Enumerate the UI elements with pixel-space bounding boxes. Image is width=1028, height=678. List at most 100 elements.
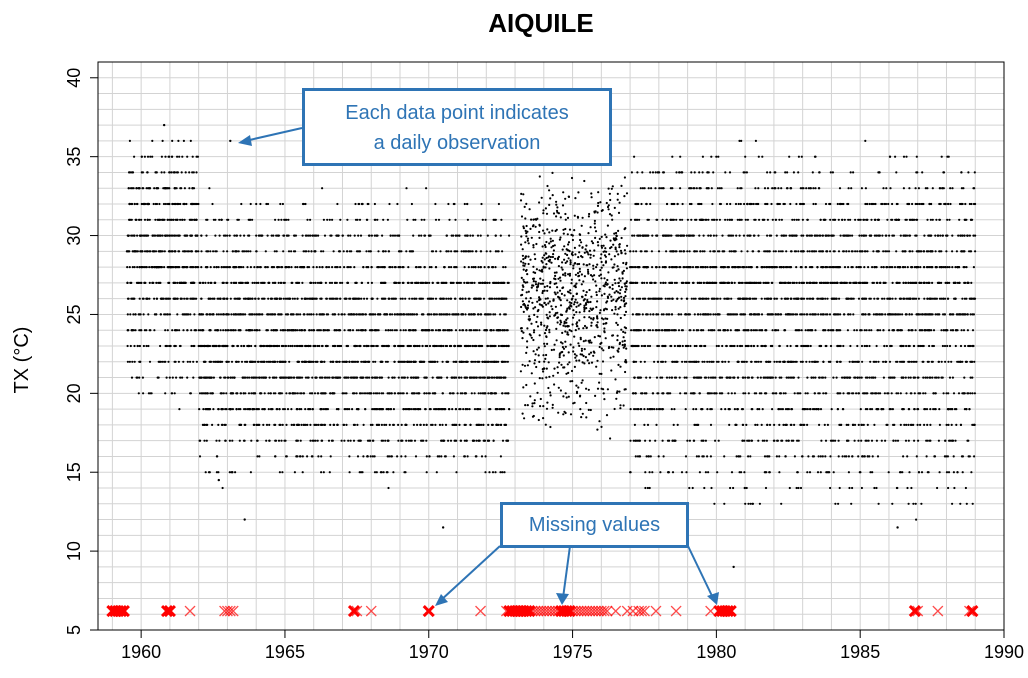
observation-point — [298, 408, 301, 411]
observation-point — [284, 218, 287, 221]
observation-point — [227, 376, 230, 379]
observation-point — [565, 396, 568, 399]
observation-point — [585, 401, 588, 405]
observation-point — [585, 387, 588, 390]
observation-point — [522, 310, 525, 313]
observation-point — [526, 340, 529, 343]
observation-point — [238, 266, 241, 269]
observation-point — [620, 236, 623, 240]
observation-point — [420, 297, 423, 300]
observation-point — [613, 312, 616, 315]
observation-point — [211, 392, 214, 395]
observation-point — [530, 286, 533, 289]
observation-point — [257, 423, 260, 426]
observation-point — [499, 455, 502, 458]
observation-point — [343, 439, 346, 442]
observation-point — [617, 285, 621, 288]
observation-point — [561, 261, 564, 264]
observation-point — [477, 439, 480, 442]
observation-point — [753, 234, 756, 237]
observation-point — [579, 394, 582, 397]
observation-point — [728, 171, 732, 174]
observation-point — [310, 250, 313, 253]
observation-point — [157, 250, 160, 253]
observation-point — [428, 329, 431, 332]
observation-point — [243, 408, 246, 411]
observation-point — [502, 344, 505, 348]
observation-point — [226, 250, 229, 253]
observation-point — [424, 408, 427, 411]
observation-point — [545, 367, 548, 370]
observation-point — [583, 179, 586, 183]
observation-point — [220, 423, 224, 426]
observation-point — [300, 392, 303, 395]
observation-point — [497, 360, 500, 363]
observation-point — [493, 376, 496, 379]
observation-point — [617, 307, 620, 310]
observation-point — [176, 155, 179, 158]
observation-point — [391, 266, 394, 269]
observation-point — [549, 237, 552, 240]
observation-point — [428, 344, 432, 348]
observation-point — [356, 360, 359, 363]
observation-point — [614, 248, 617, 251]
observation-point — [249, 202, 252, 206]
observation-point — [619, 407, 622, 410]
observation-point — [595, 306, 598, 309]
observation-point — [173, 360, 176, 363]
observation-point — [186, 329, 189, 332]
observation-point — [279, 392, 282, 395]
observation-point — [422, 423, 425, 426]
observation-point — [389, 313, 392, 316]
observation-point — [362, 313, 365, 316]
observation-point — [319, 281, 322, 284]
observation-point — [296, 297, 299, 300]
observation-point — [129, 281, 132, 284]
observation-point — [566, 299, 569, 302]
observation-point — [288, 329, 291, 332]
observation-point — [534, 353, 537, 356]
observation-point — [577, 304, 580, 307]
observation-point — [415, 392, 419, 395]
observation-point — [535, 268, 539, 271]
observation-point — [499, 376, 502, 379]
observation-point — [587, 408, 590, 411]
observation-point — [613, 291, 616, 294]
observation-point — [217, 471, 220, 474]
observation-point — [140, 266, 143, 269]
observation-point — [617, 350, 620, 353]
observation-point — [597, 244, 600, 247]
observation-point — [552, 253, 555, 256]
observation-point — [458, 423, 461, 426]
observation-point — [475, 250, 478, 253]
observation-point — [201, 392, 204, 395]
observation-point — [759, 360, 763, 363]
observation-point — [215, 439, 218, 442]
observation-point — [525, 297, 528, 300]
observation-point — [559, 341, 563, 344]
observation-point — [127, 297, 130, 300]
observation-point — [471, 281, 474, 284]
observation-point — [489, 329, 492, 332]
observation-point — [483, 329, 486, 332]
observation-point — [475, 439, 478, 442]
observation-point — [171, 202, 174, 206]
observation-point — [216, 329, 219, 332]
observation-point — [528, 318, 532, 321]
observation-point — [168, 313, 171, 316]
observation-point — [331, 266, 334, 269]
observation-point — [742, 234, 746, 237]
observation-point — [214, 218, 217, 221]
observation-point — [573, 401, 576, 404]
observation-point — [602, 244, 605, 247]
observation-point — [217, 266, 220, 269]
observation-point — [595, 365, 598, 368]
observation-point — [179, 187, 182, 190]
observation-point — [283, 439, 286, 442]
observation-point — [501, 329, 504, 332]
observation-point — [369, 313, 372, 316]
observation-point — [191, 187, 194, 190]
observation-point — [128, 266, 131, 269]
observation-point — [321, 187, 324, 190]
observation-point — [780, 218, 784, 221]
